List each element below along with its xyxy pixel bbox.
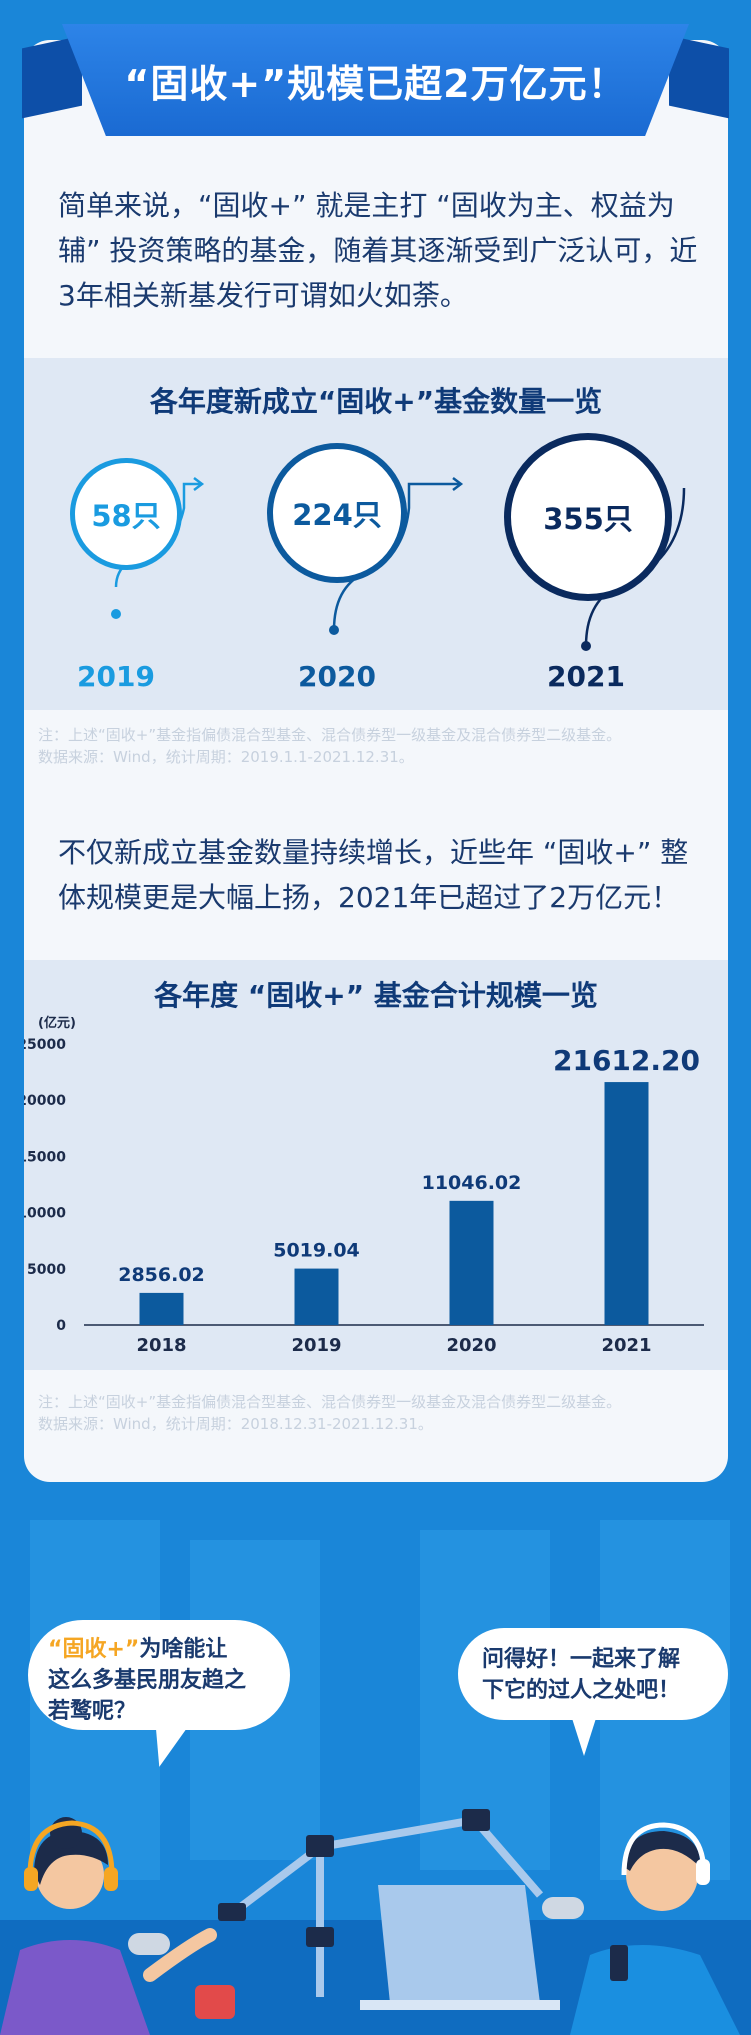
y-tick-label: 15000 [24,1149,66,1165]
bar-2019 [294,1268,339,1325]
fund-count-section: 各年度新成立“固收+”基金数量一览 58只 2019 224只 2020 355… [24,358,728,710]
highlight-text: “固收+” [48,1637,140,1662]
right-speech-bubble: 问得好！一起来了解 下它的过人之处吧！ [458,1628,728,1720]
dot-2021 [581,641,591,651]
bar-2021 [604,1082,649,1325]
dot-2019 [111,609,121,619]
y-tick-label: 0 [56,1318,66,1334]
y-tick-label: 5000 [27,1262,66,1278]
note-1-line-2: 数据来源：Wind，统计周期：2019.1.1-2021.12.31。 [38,748,414,766]
y-axis-unit-label: (亿元) [38,1015,76,1031]
note-2-line-1: 注：上述“固收+”基金指偏债混合型基金、混合债券型一级基金及混合债券型二级基金。 [38,1393,622,1411]
x-tick-label-2020: 2020 [446,1335,496,1356]
x-tick-label-2019: 2019 [291,1335,341,1356]
data-label-2018: 2856.02 [118,1264,205,1286]
intro-text: 简单来说，“固收+” 就是主打 “固收为主、权益为辅” 投资策略的基金，随着其逐… [58,189,698,312]
year-2020: 2020 [298,660,376,693]
note-1-line-1: 注：上述“固收+”基金指偏债混合型基金、混合债券型一级基金及混合债券型二级基金。 [38,726,622,744]
data-label-2021: 21612.20 [553,1044,700,1077]
y-tick-label: 25000 [24,1037,66,1053]
y-tick-label: 20000 [24,1093,66,1109]
bar-2020 [449,1200,494,1325]
fund-scale-section: 各年度 “固收+” 基金合计规模一览 (亿元) 0 5000 10000 15000 20… [24,960,728,1370]
count-2019: 58只 [91,499,161,533]
fund-count-title: 各年度新成立“固收+”基金数量一览 [149,385,603,418]
left-microphone-icon [128,1933,170,1955]
note-2-line-2: 数据来源：Wind，统计周期：2018.12.31-2021.12.31。 [38,1415,433,1433]
ring-2021: 355只 [504,433,672,601]
count-2020: 224只 [292,498,382,532]
year-2019: 2019 [77,660,155,693]
data-label-2020: 11046.02 [422,1172,522,1194]
man-host-icon [570,1822,740,2035]
right-bubble-tail [570,1712,598,1756]
data-label-2019: 5019.04 [273,1240,360,1262]
dot-2020 [329,625,339,635]
y-tick-label: 10000 [24,1206,66,1222]
right-microphone-icon [542,1897,584,1919]
fund-scale-title: 各年度 “固收+” 基金合计规模一览 [154,979,598,1012]
bar-chart: (亿元) 0 5000 10000 15000 20000 25000 2856.02 2018… [24,1015,704,1356]
year-2021: 2021 [547,660,625,693]
ring-2019: 58只 [70,458,182,570]
left-speech-bubble: “固收+”为啥能让 这么多基民朋友趋之 若鹜呢？ [28,1620,290,1730]
x-tick-label-2018: 2018 [136,1335,186,1356]
laptop-icon [360,1885,560,2010]
x-tick-label-2021: 2021 [601,1335,651,1356]
woman-host-icon [0,1817,235,2035]
ring-2020: 224只 [267,443,407,583]
page-title: “固收+”规模已超2万亿元！ [124,61,627,106]
count-2021: 355只 [543,502,633,536]
podcast-illustration [0,1809,751,2035]
bar-2018 [139,1292,184,1325]
header-ribbon: “固收+”规模已超2万亿元！ [22,24,729,140]
scale-paragraph: 不仅新成立基金数量持续增长，近些年 “固收+” 整体规模更是大幅上扬，2021年… [58,836,689,914]
